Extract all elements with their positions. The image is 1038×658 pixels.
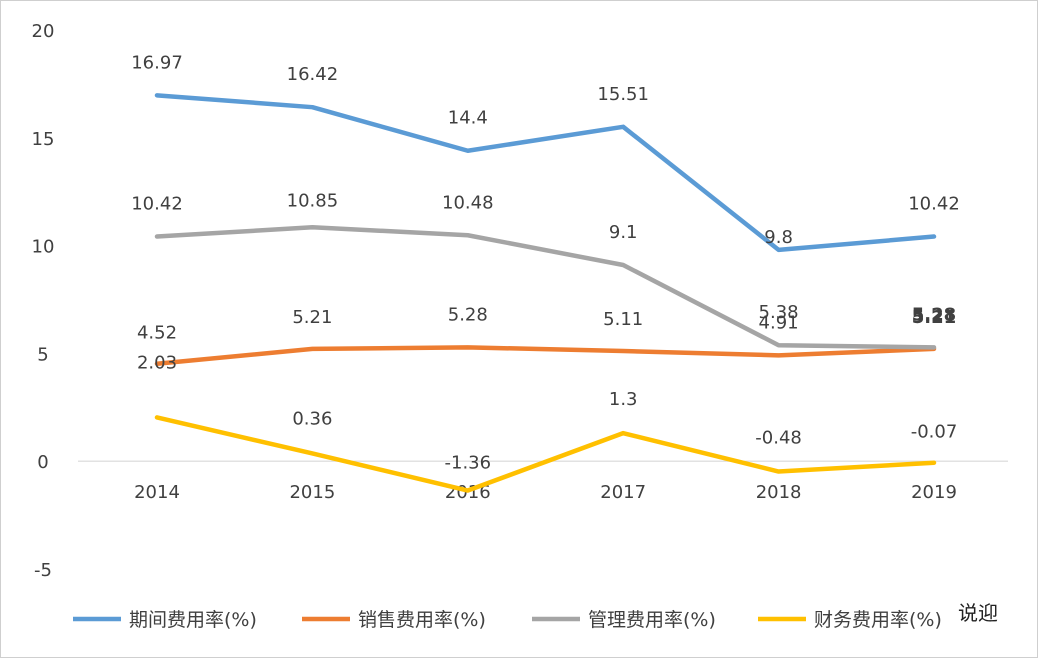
data-label: -0.48 [755, 428, 802, 449]
y-tick-label: 15 [32, 129, 55, 150]
y-tick-label: 5 [37, 344, 48, 365]
data-label: 5.28 [912, 304, 956, 325]
data-label: 9.8 [764, 227, 793, 248]
x-tick-label: 2018 [756, 482, 802, 503]
data-label: 16.97 [131, 52, 183, 73]
y-tick-label: 10 [32, 237, 55, 258]
series-line-1 [154, 345, 937, 366]
x-tick-label: 2014 [134, 482, 180, 503]
legend-label: 销售费用率(%) [358, 609, 486, 631]
data-label: -0.07 [911, 422, 958, 443]
watermark-text: 说迎 [958, 601, 998, 625]
data-label: 5.38 [759, 302, 799, 323]
legend-label: 期间费用率(%) [129, 609, 257, 631]
data-label: 10.42 [908, 194, 960, 215]
data-label: 5.21 [292, 307, 332, 328]
data-label: 2.03 [137, 352, 177, 373]
legend: 期间费用率(%) 销售费用率(%) 管理费用率(%) 财务费用率(%) [73, 609, 942, 631]
data-label: 16.42 [287, 64, 339, 85]
data-label: 10.85 [287, 190, 339, 211]
series-line-3 [154, 415, 937, 493]
legend-label: 财务费用率(%) [814, 609, 942, 631]
data-label: 4.52 [137, 323, 177, 344]
y-tick-label: 0 [37, 452, 48, 473]
y-axis: 20 15 10 5 0 -5 [32, 21, 55, 581]
data-label: 5.21 [912, 307, 956, 328]
series-line-0 [154, 93, 937, 253]
series-layer [154, 93, 937, 493]
data-label: 10.42 [131, 194, 183, 215]
data-label: 5.11 [603, 309, 643, 330]
data-label: 1.3 [609, 389, 638, 410]
x-axis: 2014 2015 2016 2017 2018 2019 [78, 460, 1008, 503]
data-label: -1.36 [445, 453, 492, 474]
data-label: 9.1 [609, 222, 638, 243]
x-tick-label: 2017 [600, 482, 646, 503]
legend-label: 管理费用率(%) [588, 609, 716, 631]
series-line-2 [154, 225, 937, 350]
data-label: 15.51 [597, 84, 649, 105]
y-tick-label: 20 [32, 21, 55, 42]
x-tick-label: 2019 [911, 482, 957, 503]
data-label: 5.28 [448, 304, 488, 325]
data-label: 10.48 [442, 192, 494, 213]
data-label: 14.4 [448, 108, 488, 129]
x-tick-label: 2015 [289, 482, 335, 503]
y-tick-label: -5 [34, 560, 52, 581]
data-label: 4.91 [759, 312, 799, 333]
data-label: 0.36 [292, 408, 332, 429]
